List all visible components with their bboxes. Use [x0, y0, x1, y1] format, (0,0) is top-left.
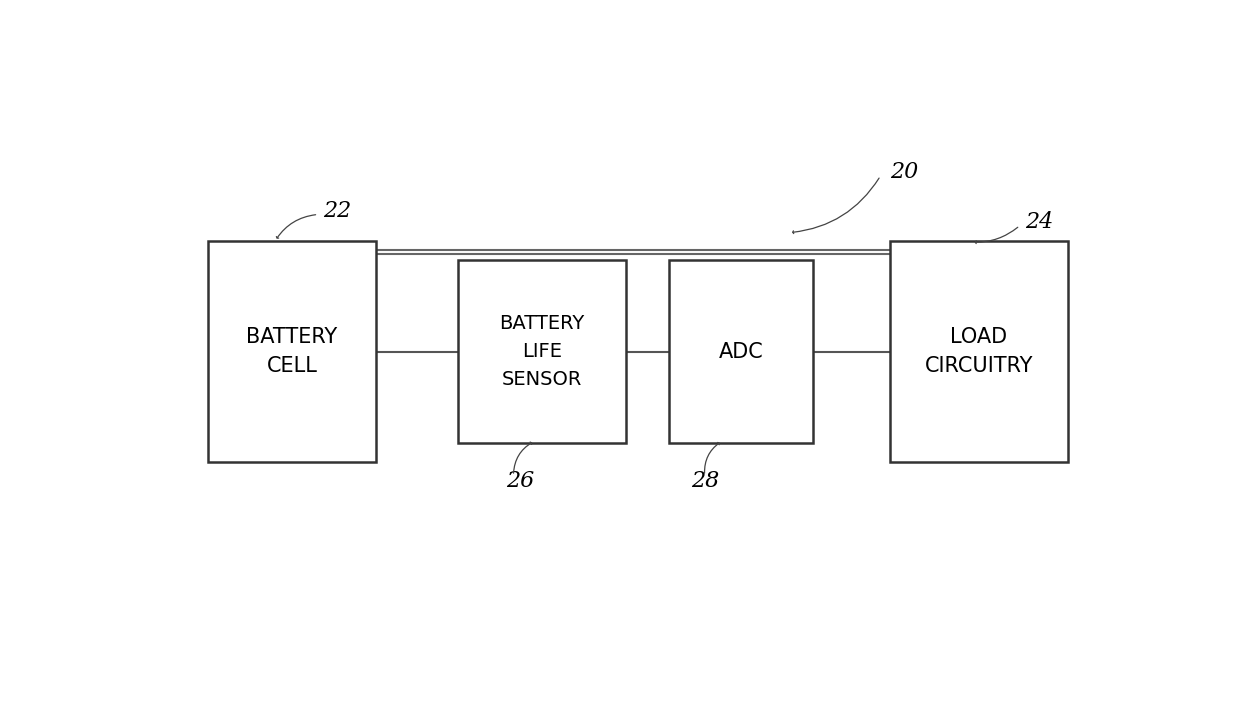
Text: ADC: ADC — [719, 342, 764, 362]
Text: 20: 20 — [890, 161, 919, 183]
Bar — [670, 261, 813, 443]
Text: 26: 26 — [506, 470, 534, 493]
Bar — [458, 261, 626, 443]
Text: BATTERY
LIFE
SENSOR: BATTERY LIFE SENSOR — [500, 314, 584, 389]
Bar — [890, 241, 1068, 462]
Text: 24: 24 — [1024, 210, 1053, 233]
Bar — [208, 241, 376, 462]
Text: LOAD
CIRCUITRY: LOAD CIRCUITRY — [925, 327, 1033, 376]
Text: BATTERY
CELL: BATTERY CELL — [247, 327, 337, 376]
Text: 22: 22 — [324, 200, 351, 222]
Text: 28: 28 — [691, 470, 719, 493]
